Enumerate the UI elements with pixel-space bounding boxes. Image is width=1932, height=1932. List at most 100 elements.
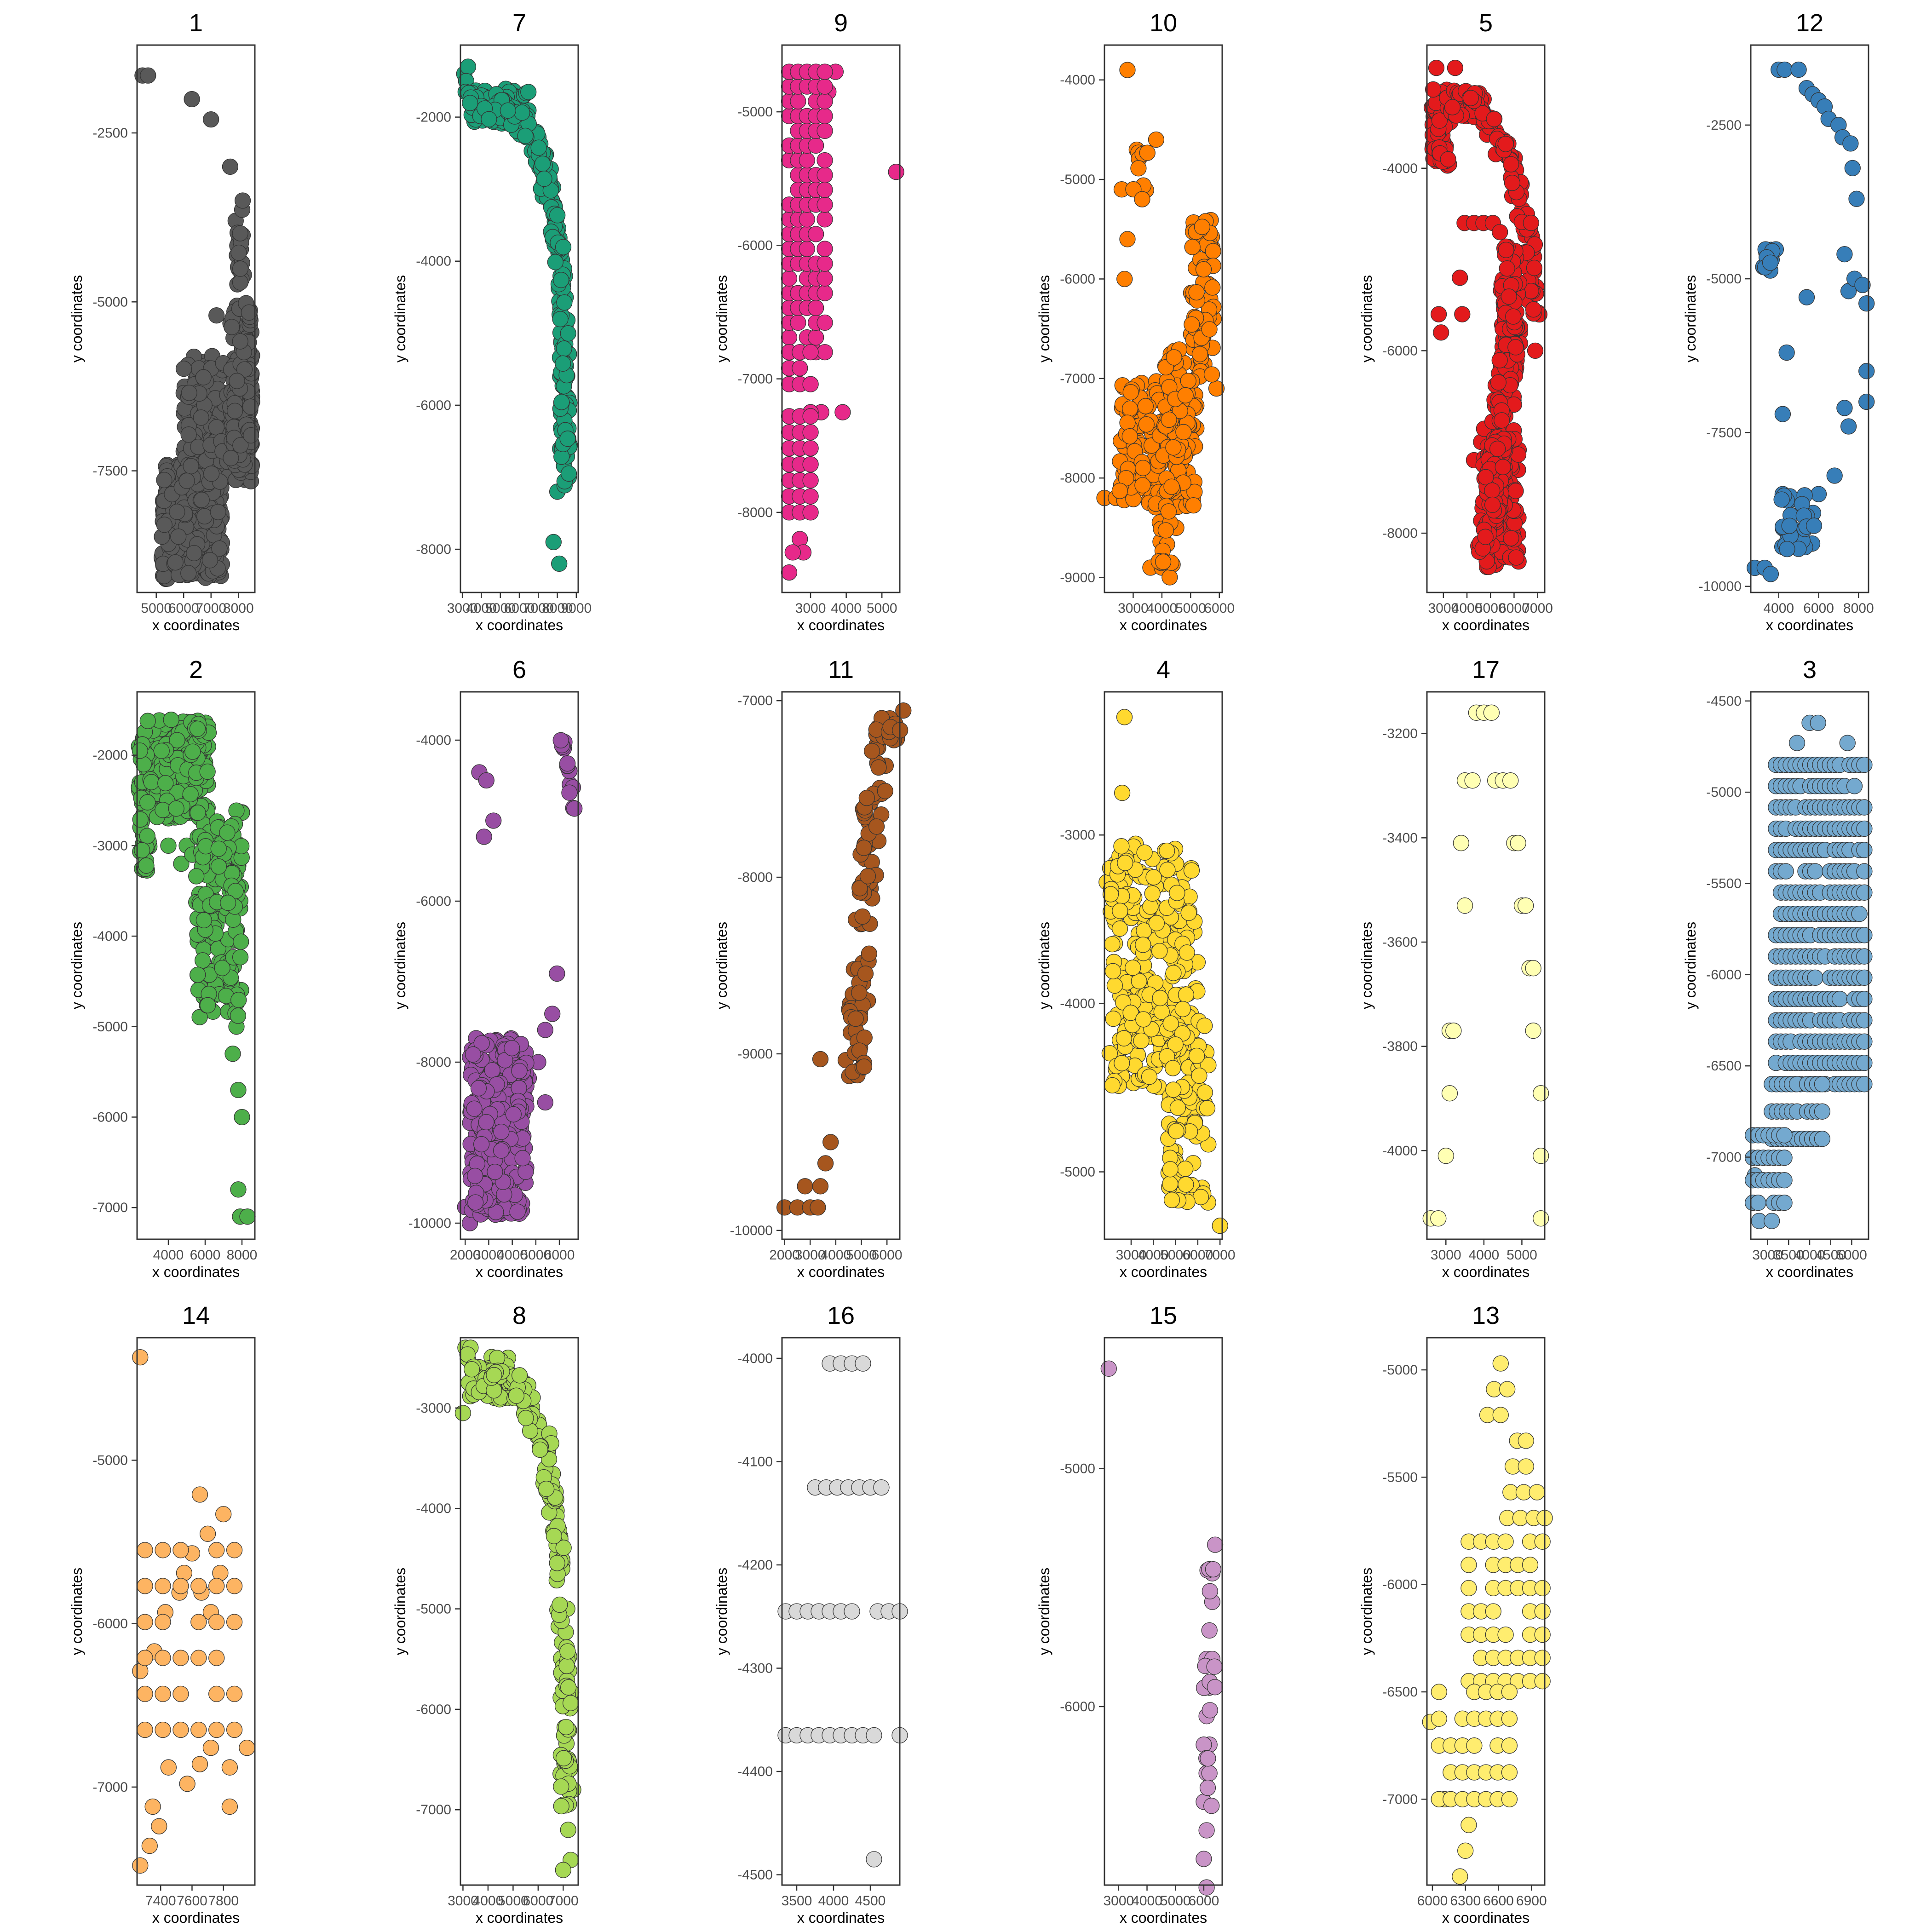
data-point (816, 211, 833, 228)
data-point (866, 1727, 882, 1744)
data-point (1807, 863, 1823, 880)
data-point (1431, 112, 1448, 129)
data-point (1507, 483, 1524, 499)
points-layer (134, 67, 260, 587)
data-point (168, 800, 184, 817)
data-point (222, 158, 239, 175)
data-point (1163, 1191, 1180, 1208)
data-point (514, 104, 530, 121)
y-tick-label: -7000 (416, 1802, 451, 1817)
data-point (493, 1142, 510, 1159)
data-point (1505, 308, 1522, 325)
panel-border (136, 44, 256, 593)
x-tick-label: 6000 (544, 1248, 575, 1263)
data-point (221, 1759, 238, 1776)
data-point (478, 1114, 494, 1131)
data-point (188, 868, 205, 885)
data-point (215, 1506, 232, 1523)
data-point (802, 440, 819, 457)
data-point (481, 111, 497, 127)
data-point (163, 712, 179, 728)
data-point (781, 329, 798, 346)
data-point (1201, 1622, 1218, 1639)
data-point (511, 1063, 528, 1079)
y-tick-label: -6500 (1706, 1058, 1742, 1074)
data-point (1148, 915, 1165, 932)
data-point (199, 763, 216, 780)
data-point (208, 1650, 225, 1666)
data-point (561, 784, 578, 801)
x-tick-label: 6000 (1204, 601, 1235, 616)
data-point (1100, 1360, 1117, 1377)
data-point (1484, 482, 1501, 499)
data-point (1503, 530, 1519, 546)
data-point (1781, 518, 1798, 534)
data-point (220, 895, 236, 911)
y-tick-label: -10000 (1699, 579, 1742, 594)
panel-3: 330003500400045005000-4500-5000-5500-600… (1682, 656, 1873, 1280)
data-point (781, 270, 798, 287)
panel-title: 17 (1472, 656, 1500, 684)
data-point (1529, 1484, 1545, 1501)
data-point (844, 1603, 860, 1620)
y-tick-label: -6000 (737, 238, 773, 253)
data-point (1534, 1650, 1551, 1666)
data-point (799, 211, 815, 228)
data-point (1121, 428, 1138, 445)
data-point (797, 1178, 813, 1195)
data-point (1114, 785, 1131, 801)
data-point (184, 91, 200, 108)
data-point (816, 241, 833, 257)
x-axis-label: x coordinates (1442, 617, 1530, 633)
data-point (1776, 1172, 1793, 1189)
data-point (191, 1486, 208, 1503)
y-tick-label: -6000 (1060, 1699, 1095, 1714)
y-tick-label: -5000 (1382, 1363, 1418, 1378)
data-point (1814, 1103, 1831, 1120)
data-point (160, 1759, 177, 1776)
data-point (799, 241, 815, 257)
data-point (1499, 1381, 1516, 1397)
x-tick-label: 6000 (872, 1248, 903, 1263)
y-tick-label: -4300 (737, 1661, 773, 1676)
data-point (1836, 400, 1853, 416)
data-point (232, 274, 249, 291)
data-point (1810, 486, 1827, 502)
data-point (851, 984, 868, 1001)
data-point (1844, 160, 1861, 177)
points-layer (132, 1349, 255, 1874)
data-point (1165, 965, 1182, 981)
data-point (784, 544, 801, 561)
y-tick-label: -5500 (1382, 1470, 1418, 1485)
data-point (210, 858, 227, 875)
data-point (462, 95, 478, 111)
data-point (555, 1750, 572, 1766)
data-point (504, 1040, 520, 1057)
y-tick-label: -3600 (1382, 935, 1418, 950)
data-point (816, 93, 833, 109)
x-tick-label: 7000 (196, 601, 226, 616)
data-point (816, 182, 833, 198)
y-axis-label: y coordinates (69, 275, 85, 362)
data-point (229, 373, 245, 389)
data-point (549, 965, 565, 982)
data-point (1501, 1684, 1518, 1700)
x-axis-label: x coordinates (1766, 1264, 1853, 1280)
data-point (1498, 242, 1514, 259)
data-point (817, 1155, 834, 1172)
points-layer (456, 58, 578, 572)
panel-title: 6 (512, 656, 526, 684)
data-point (1178, 986, 1195, 1003)
data-point (1773, 491, 1790, 508)
data-point (232, 333, 248, 350)
data-point (1518, 897, 1534, 914)
data-point (1492, 1355, 1509, 1372)
data-point (1196, 1018, 1213, 1034)
y-tick-label: -8000 (416, 542, 451, 557)
data-point (544, 1006, 561, 1022)
data-point (155, 1614, 171, 1630)
panel-border (1104, 44, 1223, 593)
y-tick-label: -6000 (1382, 343, 1418, 358)
data-point (160, 837, 177, 854)
